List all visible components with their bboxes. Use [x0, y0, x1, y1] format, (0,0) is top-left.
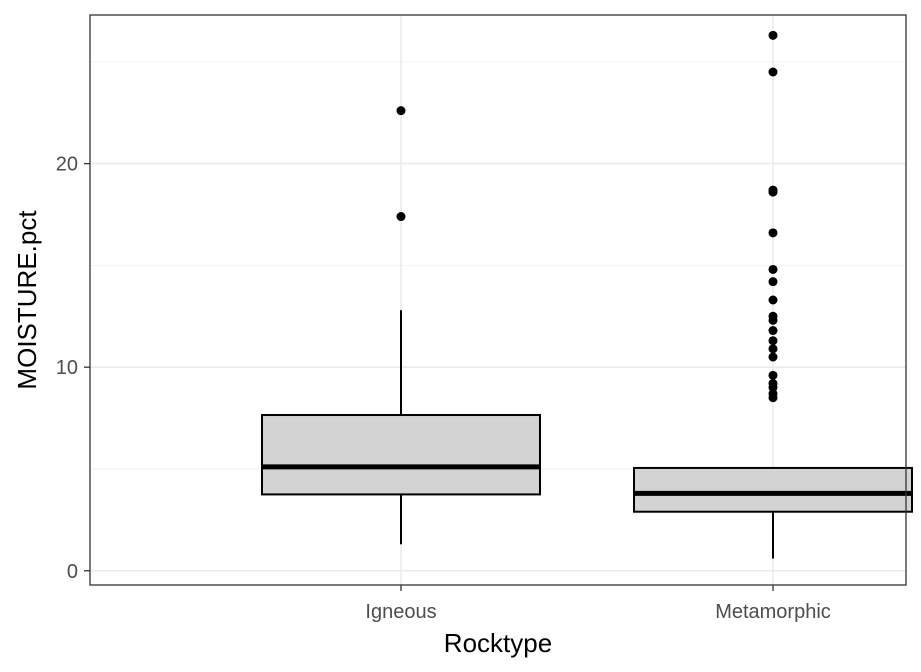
outlier-point: [768, 277, 778, 287]
outlier-point: [768, 378, 778, 388]
outlier-point: [768, 67, 778, 77]
axis-layer: 0 10 20 Igneous Metamorphic: [56, 154, 831, 623]
outlier-point: [768, 228, 778, 238]
box-metamorphic: [633, 30, 913, 559]
x-axis-title: Rocktype: [444, 628, 552, 658]
outlier-point: [768, 264, 778, 274]
y-tick-label: 10: [56, 357, 78, 379]
outlier-point: [768, 311, 778, 321]
box-igneous: [261, 106, 541, 545]
outlier-point: [768, 344, 778, 354]
outlier-point: [768, 30, 778, 40]
outlier-point: [768, 295, 778, 305]
outlier-point: [768, 352, 778, 362]
panel-border: [89, 14, 907, 586]
outlier-point: [768, 326, 778, 336]
box-iqr: [261, 414, 541, 496]
box-iqr: [633, 466, 913, 513]
y-axis-title: MOISTURE.pct: [12, 210, 42, 390]
outlier-point: [396, 106, 406, 116]
y-tick-label: 0: [67, 561, 78, 583]
outlier-point: [768, 185, 778, 195]
outlier-point: [768, 336, 778, 346]
box-layer: [261, 30, 913, 559]
x-tick-label: Igneous: [365, 601, 436, 623]
outlier-point: [396, 212, 406, 222]
outlier-point: [768, 370, 778, 380]
x-tick-label: Metamorphic: [715, 601, 831, 623]
y-tick-label: 20: [56, 154, 78, 176]
